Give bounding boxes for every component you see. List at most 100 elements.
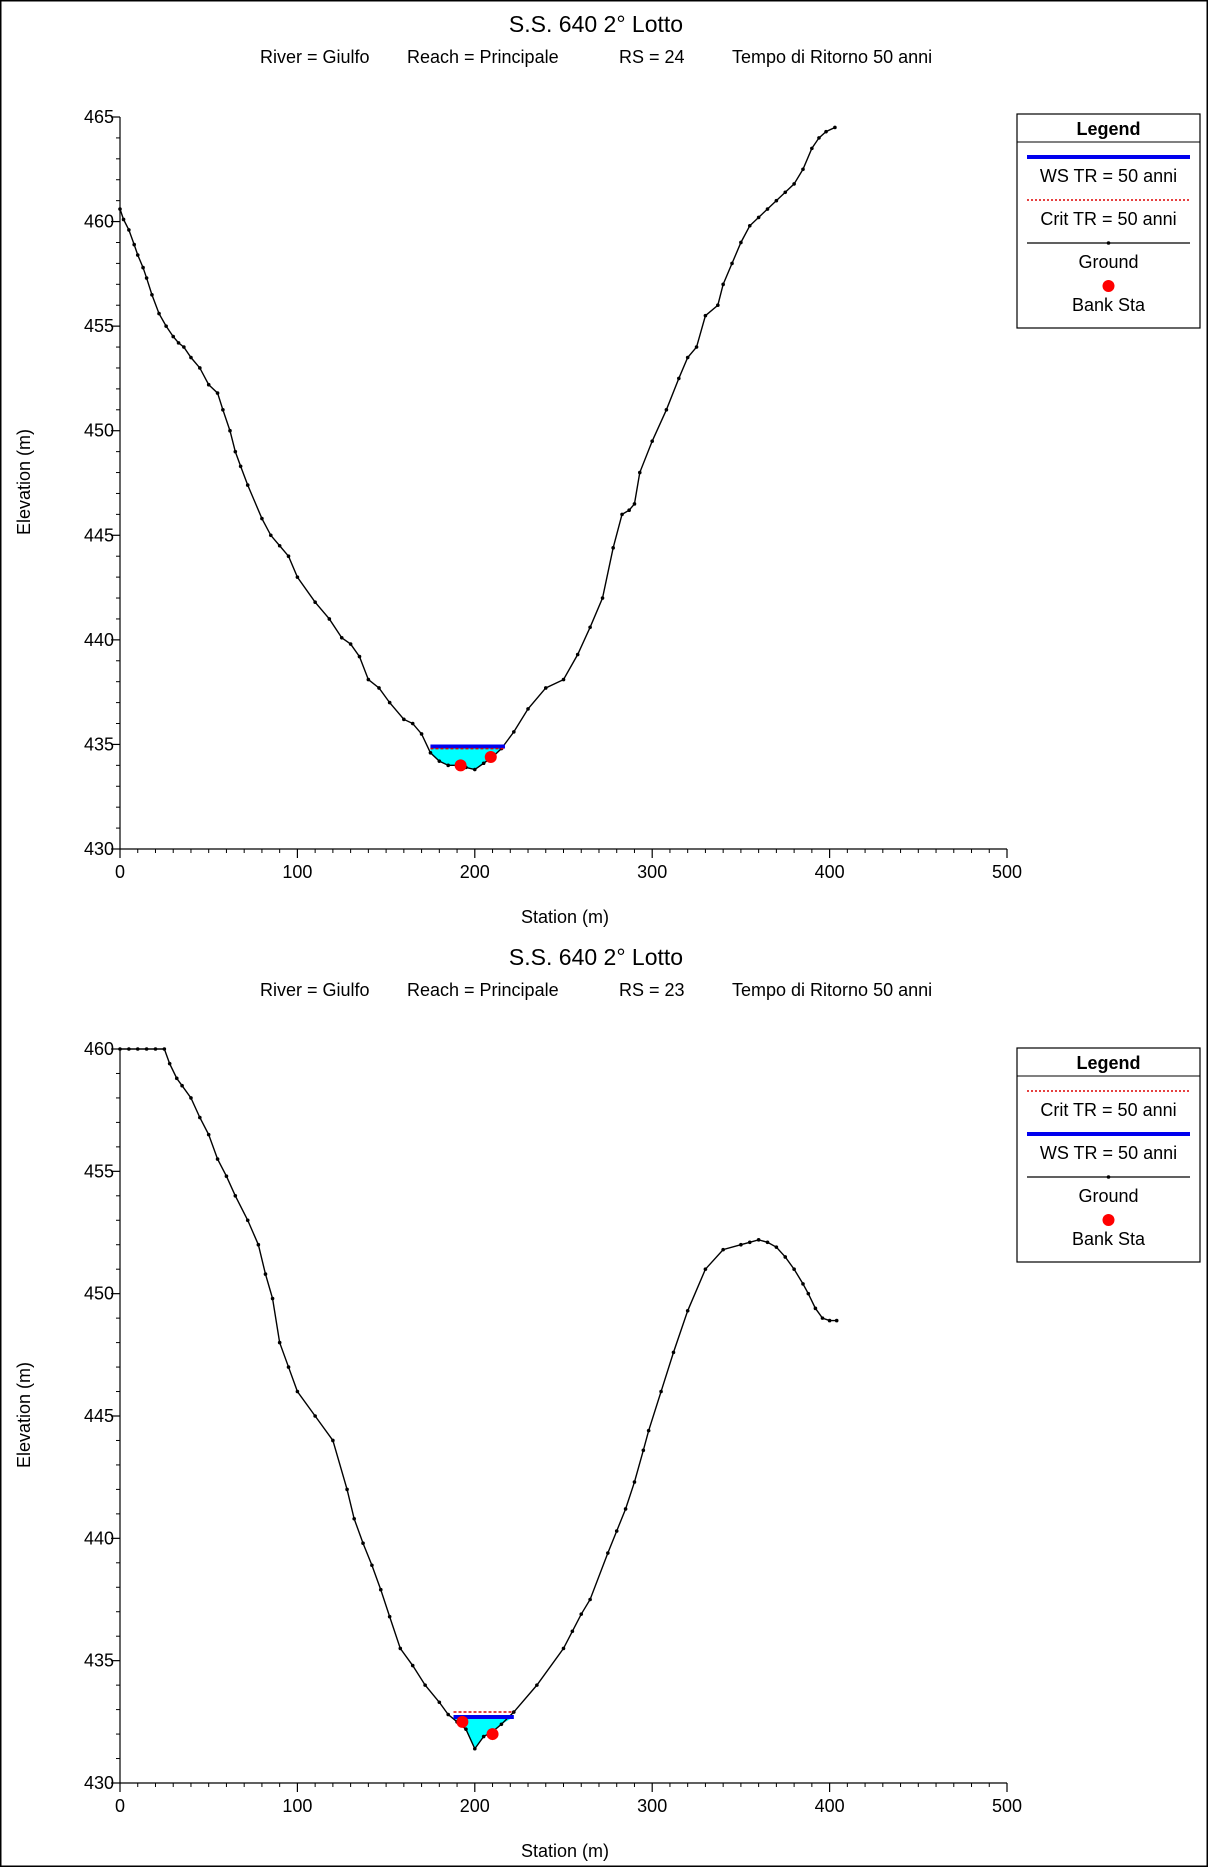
ground-point	[570, 1629, 575, 1634]
y-tick-label: 440	[84, 1528, 114, 1548]
ground-point	[437, 759, 442, 763]
ground-point	[206, 1132, 211, 1137]
ground-point	[260, 516, 264, 521]
ground-point	[189, 355, 193, 360]
ground-point	[801, 1282, 805, 1286]
ground-point	[286, 554, 291, 558]
ground-point	[526, 707, 530, 711]
x-tick-label: 0	[115, 862, 125, 882]
ground-point	[499, 1722, 504, 1727]
ground-point	[387, 700, 392, 705]
plot-area-rs24: 0 100 200 300 400 500 430 435 440 445 450 455 460 465	[84, 107, 1022, 882]
legend-rs23: Legend Crit TR = 50 anni WS TR = 50 anni Gr…	[1016, 1047, 1201, 1263]
legend-label: Ground	[1078, 1186, 1138, 1206]
ground-point	[402, 717, 406, 722]
ground-point	[600, 596, 605, 600]
ground-point	[313, 1414, 317, 1418]
ground-point	[543, 686, 548, 690]
bank-station-marker	[456, 1715, 469, 1728]
water-fill	[430, 746, 505, 770]
y-tick-label: 460	[84, 1039, 114, 1059]
ground-point	[437, 1700, 442, 1705]
ground-point	[481, 761, 486, 766]
y-tick-label: 435	[84, 1651, 114, 1671]
ground-point	[730, 261, 734, 266]
legend-box	[1016, 1047, 1201, 1263]
water-fill	[453, 1716, 514, 1749]
ground-point	[641, 1448, 646, 1453]
x-tick-label: 100	[282, 862, 312, 882]
x-tick-label: 200	[460, 1796, 490, 1816]
ground-point	[313, 600, 317, 605]
ground-point	[150, 292, 154, 297]
ground-point	[756, 215, 761, 220]
ground-point	[685, 1308, 690, 1313]
ground-point	[135, 1047, 140, 1051]
ground-point	[637, 470, 642, 475]
bank-station-marker	[484, 750, 497, 763]
legend-box	[1016, 113, 1201, 329]
y-tick-label: 435	[84, 734, 114, 754]
ground-point	[813, 1306, 818, 1311]
y-tick-label: 455	[84, 1161, 114, 1181]
legend-label: WS TR = 50 anni	[1040, 166, 1177, 186]
ground-point	[286, 1365, 291, 1369]
ground-point	[632, 502, 637, 506]
ground-point	[144, 1047, 149, 1051]
ground-line	[119, 126, 836, 771]
ground-point	[377, 686, 381, 690]
ground-point	[792, 1267, 796, 1271]
ground-point	[157, 311, 161, 316]
ground-point	[739, 240, 743, 245]
ground-point	[198, 366, 202, 370]
ground-point	[747, 223, 752, 228]
subtitle-river: River = Giulfo	[260, 47, 370, 67]
ground-point	[512, 730, 516, 734]
ground-point	[817, 136, 821, 140]
legend-label: Ground	[1078, 252, 1138, 272]
ground-point	[174, 1076, 179, 1081]
ground-point	[176, 341, 181, 345]
legend-label: Crit TR = 50 anni	[1040, 209, 1176, 229]
ground-point	[650, 439, 654, 443]
ground-point	[410, 721, 415, 726]
legend-label: WS TR = 50 anni	[1040, 1143, 1177, 1163]
ground-point	[127, 228, 131, 232]
subtitle-river: River = Giulfo	[260, 980, 370, 1000]
ground-point	[716, 303, 720, 308]
ground-point	[419, 732, 424, 736]
ground-point	[268, 533, 273, 538]
ground-point	[295, 575, 300, 579]
y-tick-label: 460	[84, 212, 114, 232]
ground-point	[198, 1115, 202, 1120]
ground-point	[277, 1340, 282, 1345]
ground-point	[611, 546, 615, 550]
ground-point	[357, 654, 362, 659]
ground-point	[233, 449, 238, 454]
legend-ground-point	[1106, 241, 1111, 245]
ground-point	[233, 1194, 238, 1198]
subtitle-tempo: Tempo di Ritorno 50 anni	[732, 47, 932, 67]
ground-point	[783, 1255, 788, 1259]
ground-point	[370, 1563, 374, 1568]
y-tick-label: 430	[84, 839, 114, 859]
ground-point	[765, 1240, 770, 1245]
legend-ground-point	[1106, 1175, 1111, 1179]
ground-point	[327, 617, 332, 621]
ground-point	[171, 334, 176, 339]
ground-point	[366, 677, 371, 682]
ground-point	[824, 129, 828, 134]
ground-point	[331, 1438, 335, 1443]
chart-title: S.S. 640 2° Lotto	[509, 11, 683, 37]
ground-point	[167, 1061, 172, 1066]
ground-point	[245, 483, 250, 487]
ground-point	[378, 1587, 383, 1592]
ground-point	[806, 1291, 811, 1296]
ground-point	[620, 512, 624, 517]
ground-point	[345, 1487, 349, 1492]
legend-label: Crit TR = 50 anni	[1040, 1100, 1176, 1120]
ground-point	[164, 324, 168, 328]
ground-point	[446, 1712, 450, 1717]
ground-point	[820, 1316, 825, 1320]
ground-point	[256, 1242, 261, 1247]
